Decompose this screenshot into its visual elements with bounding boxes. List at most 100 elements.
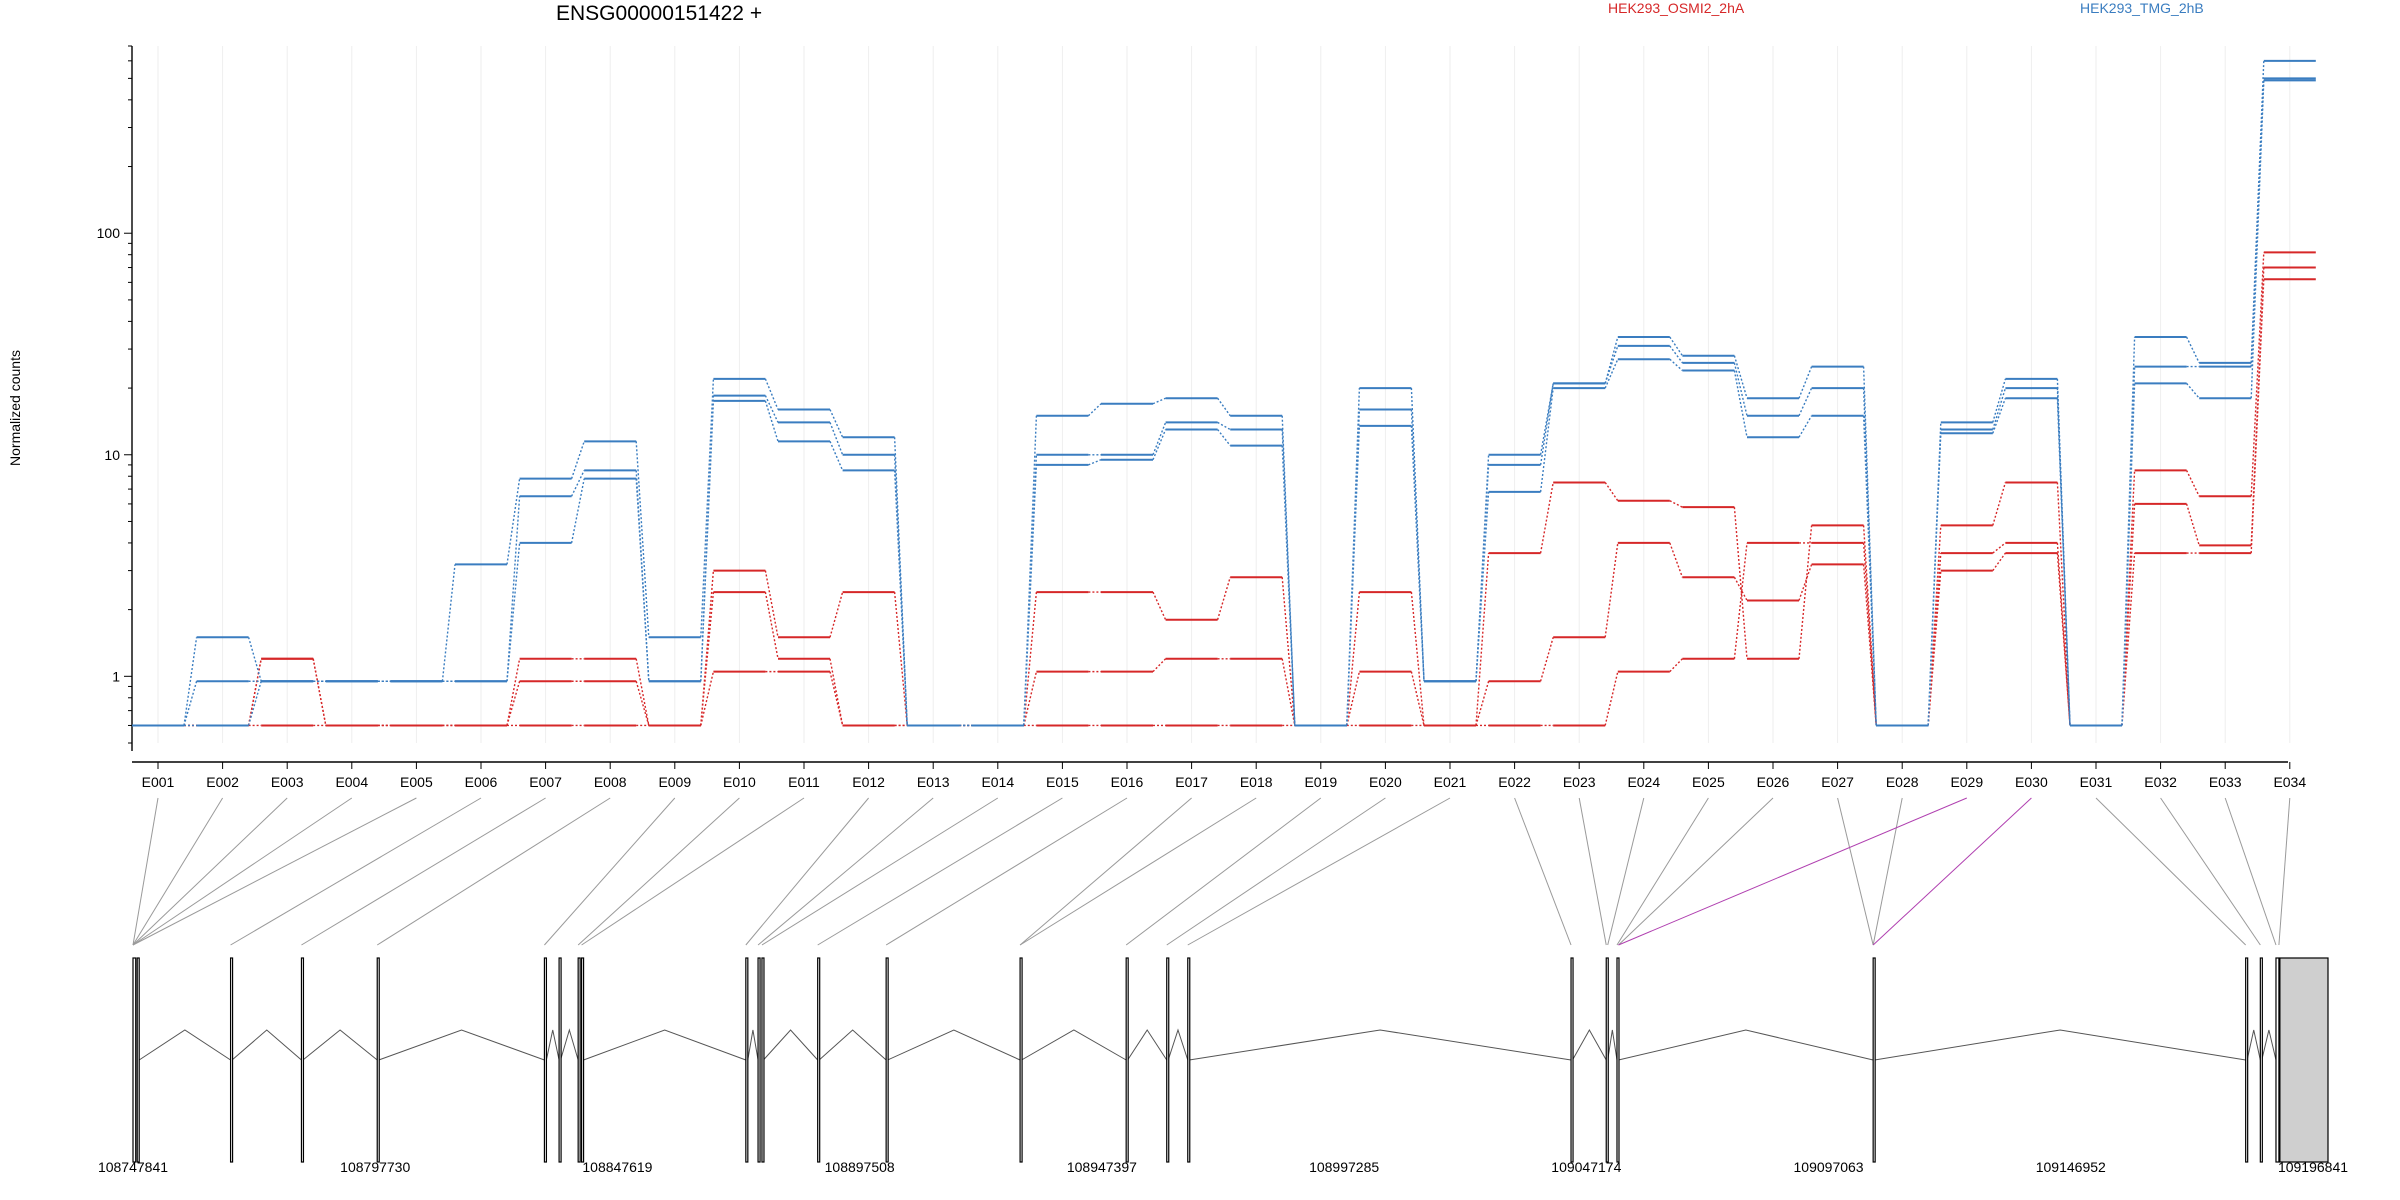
x-tick-label-E030: E030 bbox=[2015, 774, 2048, 790]
series-2-transition bbox=[700, 671, 715, 726]
x-tick-label-E001: E001 bbox=[142, 774, 175, 790]
x-tick-label-E008: E008 bbox=[594, 774, 627, 790]
series-5-transition bbox=[1733, 370, 1748, 438]
x-tick-label-E014: E014 bbox=[981, 774, 1014, 790]
genome-coordinate-label: 108997285 bbox=[1309, 1159, 1379, 1175]
series-3-transition bbox=[1539, 383, 1554, 455]
exon-block bbox=[1019, 957, 1023, 1163]
exon-block bbox=[1605, 957, 1609, 1163]
connector-E012 bbox=[745, 797, 869, 946]
series-5-transition bbox=[1410, 425, 1425, 682]
series-0-transition bbox=[2121, 470, 2136, 726]
connector-E010 bbox=[577, 797, 740, 946]
connector-E003 bbox=[132, 797, 288, 946]
intron bbox=[1189, 1029, 1572, 1061]
series-0-transition bbox=[1862, 525, 1877, 726]
intron bbox=[1572, 1028, 1607, 1061]
series-3-transition bbox=[1669, 336, 1683, 357]
connector-E034 bbox=[2278, 797, 2291, 946]
genome-coordinate-label: 108747841 bbox=[98, 1159, 168, 1175]
exon-block bbox=[1166, 957, 1170, 1163]
series-4-transition bbox=[506, 496, 521, 682]
series-2-transition bbox=[1862, 542, 1877, 726]
series-2-transition bbox=[1927, 570, 1942, 726]
series-5-transition bbox=[829, 441, 844, 471]
exon-block bbox=[300, 957, 305, 1163]
series-4-transition bbox=[2056, 388, 2071, 726]
exon-block bbox=[229, 957, 234, 1163]
genome-coordinate-label: 108797730 bbox=[340, 1159, 410, 1175]
series-4-transition bbox=[1604, 345, 1619, 384]
exon-block bbox=[745, 957, 749, 1163]
series-0-transition bbox=[1152, 591, 1167, 621]
connector-E030 bbox=[1872, 797, 2032, 946]
exon-block bbox=[761, 957, 765, 1163]
intron bbox=[378, 1029, 545, 1061]
connector-E007 bbox=[301, 797, 546, 946]
intron bbox=[138, 1029, 231, 1061]
exon-block bbox=[1125, 957, 1129, 1163]
exon-block bbox=[757, 957, 761, 1163]
exon-block bbox=[817, 957, 821, 1163]
intron bbox=[1127, 1029, 1168, 1061]
x-tick-label-E018: E018 bbox=[1240, 774, 1273, 790]
series-0-transition bbox=[2250, 252, 2265, 497]
x-tick-label-E017: E017 bbox=[1175, 774, 1208, 790]
series-5-transition bbox=[635, 478, 650, 682]
exon-utr-block bbox=[2279, 957, 2329, 1163]
connector-E022 bbox=[1514, 797, 1572, 946]
series-5-transition bbox=[1669, 358, 1683, 372]
series-1-transition bbox=[1410, 671, 1425, 726]
y-tick-label-10: 10 bbox=[104, 447, 120, 463]
exon-block bbox=[558, 957, 562, 1163]
x-tick-label-E012: E012 bbox=[852, 774, 885, 790]
series-1-transition bbox=[1604, 542, 1619, 638]
series-0-transition bbox=[1669, 500, 1683, 508]
x-tick-label-E004: E004 bbox=[335, 774, 368, 790]
series-4-transition bbox=[1539, 383, 1554, 466]
series-4-transition bbox=[183, 681, 198, 726]
genome-coordinate-label: 109146952 bbox=[2036, 1159, 2106, 1175]
series-5-transition bbox=[570, 478, 585, 544]
series-1-transition bbox=[1862, 564, 1877, 726]
series-4-transition bbox=[1733, 362, 1748, 416]
connector-E013 bbox=[757, 797, 934, 946]
series-3-transition bbox=[1023, 415, 1038, 726]
connector-E004 bbox=[132, 797, 353, 946]
series-0-transition bbox=[1281, 577, 1296, 726]
exon-block bbox=[132, 957, 137, 1163]
series-1-transition bbox=[1992, 542, 2006, 554]
intron bbox=[1874, 1029, 2246, 1061]
x-tick-label-E015: E015 bbox=[1046, 774, 1079, 790]
series-2-transition bbox=[2121, 553, 2136, 726]
x-tick-label-E026: E026 bbox=[1757, 774, 1790, 790]
x-tick-label-E022: E022 bbox=[1498, 774, 1531, 790]
series-3-transition bbox=[1992, 378, 2007, 423]
intron bbox=[231, 1029, 302, 1061]
series-5-transition bbox=[1798, 415, 1813, 438]
series-3-transition bbox=[1604, 336, 1619, 384]
series-3-transition bbox=[2121, 336, 2136, 726]
x-tick-label-E032: E032 bbox=[2144, 774, 2177, 790]
exon-block bbox=[376, 957, 380, 1163]
series-4-transition bbox=[1798, 387, 1813, 417]
x-tick-label-E006: E006 bbox=[465, 774, 498, 790]
series-1-transition bbox=[1733, 576, 1748, 601]
series-5-transition bbox=[1604, 358, 1619, 389]
x-tick-label-E034: E034 bbox=[2273, 774, 2306, 790]
connector-E009 bbox=[544, 797, 676, 946]
intron bbox=[2261, 1029, 2277, 1061]
series-0-transition bbox=[506, 658, 521, 726]
series-5-transition bbox=[1023, 464, 1038, 726]
series-5-transition bbox=[1217, 429, 1231, 447]
series-1-transition bbox=[506, 681, 521, 726]
exon-block bbox=[543, 957, 548, 1163]
x-tick-label-E016: E016 bbox=[1111, 774, 1144, 790]
series-1-transition bbox=[1669, 542, 1684, 578]
connector-E032 bbox=[2160, 797, 2261, 946]
x-tick-label-E007: E007 bbox=[529, 774, 562, 790]
exon-block bbox=[580, 957, 585, 1163]
x-tick-label-E028: E028 bbox=[1886, 774, 1919, 790]
series-2-transition bbox=[1992, 552, 2006, 572]
